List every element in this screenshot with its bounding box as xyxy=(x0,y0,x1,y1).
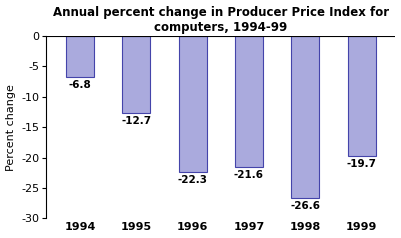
Bar xyxy=(66,36,94,77)
Bar xyxy=(291,36,319,198)
Bar xyxy=(235,36,263,167)
Text: -21.6: -21.6 xyxy=(234,170,264,180)
Text: -26.6: -26.6 xyxy=(290,201,320,211)
Title: Annual percent change in Producer Price Index for
computers, 1994-99: Annual percent change in Producer Price … xyxy=(53,5,389,34)
Text: -19.7: -19.7 xyxy=(346,159,377,169)
Bar xyxy=(348,36,376,156)
Bar xyxy=(122,36,150,113)
Text: -22.3: -22.3 xyxy=(178,174,208,184)
Text: -12.7: -12.7 xyxy=(121,116,151,126)
Bar xyxy=(178,36,207,172)
Y-axis label: Percent change: Percent change xyxy=(6,84,16,171)
Text: -6.8: -6.8 xyxy=(69,80,91,90)
